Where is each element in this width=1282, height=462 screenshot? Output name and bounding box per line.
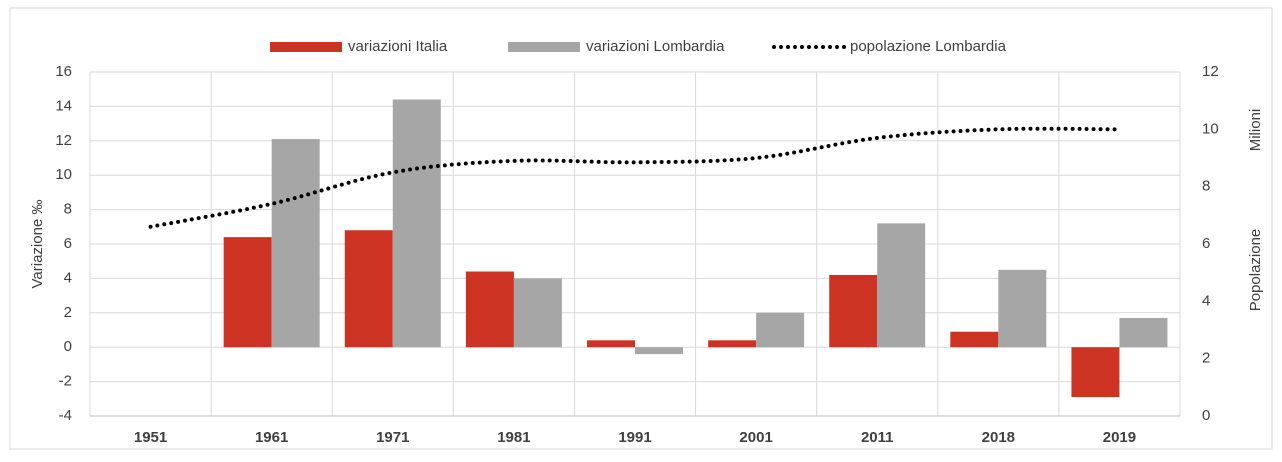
y-tick-label: 0 (64, 338, 72, 355)
x-tick-label: 2001 (739, 429, 772, 446)
y-tick-label: 6 (64, 235, 72, 252)
line (148, 126, 1122, 229)
y2-tick-label: 2 (1202, 350, 1210, 367)
y2-tick-label: 0 (1202, 407, 1210, 424)
legend-label: variazioni Lombardia (586, 38, 725, 55)
x-tick-label: 2019 (1103, 429, 1136, 446)
y-tick-label: -4 (59, 407, 72, 424)
bar (756, 312, 805, 348)
bar (587, 340, 635, 348)
y-tick-label: 10 (55, 166, 72, 183)
bar (635, 347, 683, 355)
legend-swatch (508, 42, 580, 52)
bar (1071, 347, 1120, 398)
y-tick-label: -2 (59, 373, 72, 390)
y2-tick-label: 8 (1202, 178, 1210, 195)
bar (271, 139, 320, 348)
y-tick-label: 4 (64, 269, 72, 286)
chart-border (9, 7, 1273, 450)
bar (708, 340, 757, 348)
x-tick-label: 1961 (255, 429, 288, 446)
y-tick-label: 12 (55, 132, 72, 149)
legend-label: popolazione Lombardia (850, 38, 1007, 55)
bar (465, 271, 514, 348)
bar (392, 99, 441, 348)
bar (223, 237, 272, 348)
y-tick-label: 8 (64, 201, 72, 218)
y-tick-label: 14 (55, 97, 72, 114)
bar (998, 269, 1047, 348)
bar (1119, 317, 1168, 348)
y2-tick-label: 6 (1202, 235, 1210, 252)
x-tick-label: 2011 (861, 429, 894, 446)
x-tick-label: 1951 (134, 429, 167, 446)
y2-tick-label: 4 (1202, 292, 1210, 309)
bar (950, 331, 999, 348)
y-tick-label: 16 (55, 63, 72, 80)
bar (829, 274, 878, 348)
bar (877, 223, 926, 348)
x-tick-label: 2018 (982, 429, 1015, 446)
y2-tick-label: 12 (1202, 63, 1219, 80)
x-tick-label: 1991 (618, 429, 651, 446)
x-tick-label: 1981 (497, 429, 530, 446)
bar (513, 278, 562, 348)
y2-axis-unit: Milioni (1247, 109, 1264, 152)
y-axis-label: Variazione ‰ (29, 200, 46, 289)
y-tick-label: 2 (64, 304, 72, 321)
x-tick-label: 1971 (376, 429, 409, 446)
y2-axis-label: Popolazione (1247, 229, 1264, 312)
bar (344, 230, 393, 348)
legend-label: variazioni Italia (348, 38, 448, 55)
legend-swatch (270, 42, 342, 52)
y2-tick-label: 10 (1202, 120, 1219, 137)
